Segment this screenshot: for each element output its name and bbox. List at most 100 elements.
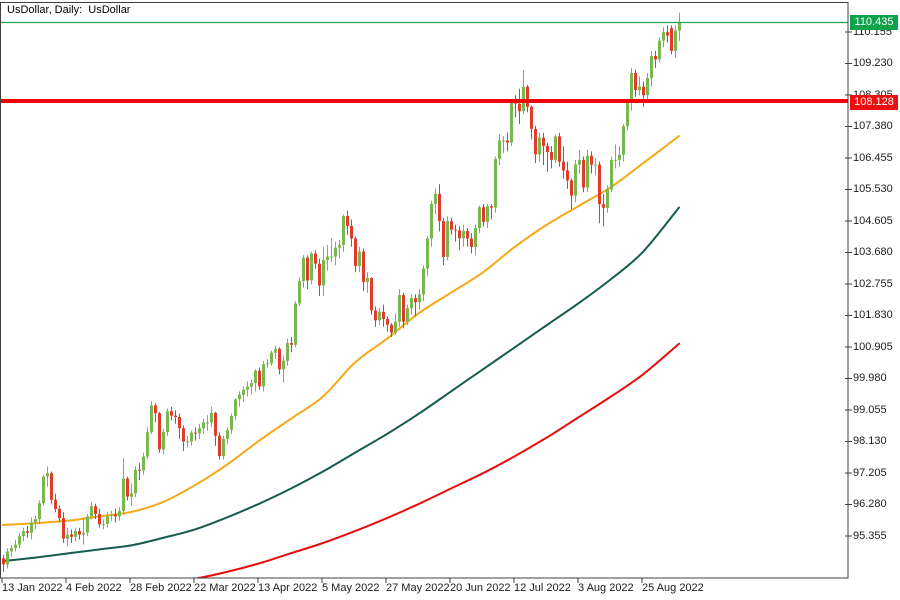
- candle: [650, 50, 653, 87]
- candle: [210, 406, 213, 428]
- candle: [138, 463, 141, 480]
- price-axis-label: 106.455: [853, 152, 893, 164]
- candle: [94, 503, 97, 520]
- date-axis-label: 13 Jan 2022: [2, 582, 63, 594]
- candle: [522, 70, 525, 114]
- candle: [142, 452, 145, 475]
- date-axis-label: 3 Aug 2022: [578, 582, 634, 594]
- chart-title: UsDollar, Daily: UsDollar: [7, 4, 131, 16]
- candle: [606, 185, 609, 213]
- candles-layer: [2, 12, 681, 572]
- candle: [382, 304, 385, 327]
- candle: [114, 508, 117, 523]
- candle: [354, 236, 357, 273]
- candle: [290, 337, 293, 353]
- candle: [642, 81, 645, 108]
- candle: [478, 205, 481, 234]
- candle: [614, 144, 617, 169]
- candle: [158, 411, 161, 453]
- candle: [98, 508, 101, 528]
- candle: [150, 401, 153, 434]
- candle: [6, 548, 9, 569]
- candle: [362, 248, 365, 291]
- candle: [442, 217, 445, 266]
- candle: [262, 360, 265, 392]
- candle: [402, 292, 405, 329]
- candle: [598, 161, 601, 224]
- candle: [450, 217, 453, 235]
- candle: [502, 136, 505, 154]
- candle: [214, 411, 217, 446]
- candle: [398, 289, 401, 327]
- candle: [126, 476, 129, 501]
- candle: [474, 224, 477, 256]
- candle: [510, 100, 513, 147]
- candle: [258, 367, 261, 390]
- candle: [106, 512, 109, 528]
- candle: [582, 156, 585, 193]
- sma-200-line: [193, 342, 680, 578]
- candle: [294, 301, 297, 348]
- candle: [170, 406, 173, 421]
- candle: [630, 67, 633, 111]
- chart-frame: [0, 2, 849, 579]
- candle: [322, 246, 325, 297]
- candle: [202, 418, 205, 434]
- candle: [566, 161, 569, 189]
- candle: [154, 403, 157, 423]
- price-axis-label: 99.055: [853, 404, 887, 416]
- candle: [22, 527, 25, 542]
- candle: [562, 146, 565, 179]
- candle: [334, 241, 337, 266]
- candle: [414, 294, 417, 317]
- candle: [186, 435, 189, 448]
- candle: [622, 124, 625, 162]
- candle: [542, 132, 545, 165]
- sma-50-line: [2, 135, 680, 526]
- price-axis-label: 95.355: [853, 530, 887, 542]
- candle: [530, 105, 533, 140]
- candle: [310, 251, 313, 285]
- price-axis-label: 109.230: [853, 57, 893, 69]
- candle: [338, 239, 341, 259]
- sma-100-line: [2, 206, 680, 562]
- candle: [278, 347, 281, 375]
- price-axis-label: 102.755: [853, 278, 893, 290]
- candle: [674, 25, 677, 58]
- candle: [222, 435, 225, 460]
- candle: [658, 37, 661, 63]
- candle: [270, 350, 273, 366]
- candle: [314, 250, 317, 269]
- candle: [166, 408, 169, 436]
- candle: [238, 391, 241, 407]
- candle: [18, 532, 21, 549]
- candle: [370, 277, 373, 315]
- candle: [654, 50, 657, 68]
- candle: [82, 517, 85, 545]
- candle: [454, 224, 457, 242]
- candle: [490, 204, 493, 220]
- candle: [218, 432, 221, 460]
- candle: [346, 210, 349, 235]
- candle: [26, 526, 29, 538]
- candle: [326, 245, 329, 271]
- current-price-badge: 110.435: [850, 15, 898, 30]
- price-axis-label: 104.605: [853, 215, 893, 227]
- candle: [634, 69, 637, 97]
- candle: [86, 514, 89, 537]
- candle: [78, 527, 81, 540]
- candle: [534, 125, 537, 164]
- candle: [66, 527, 69, 547]
- candle: [678, 12, 681, 41]
- candle: [462, 224, 465, 247]
- candle: [250, 379, 253, 395]
- candle: [174, 410, 177, 424]
- candle: [274, 345, 277, 360]
- price-axis-label: 103.680: [853, 246, 893, 258]
- candle: [198, 423, 201, 440]
- candle: [230, 413, 233, 434]
- candle: [638, 76, 641, 96]
- candle: [90, 502, 93, 520]
- candle: [358, 246, 361, 273]
